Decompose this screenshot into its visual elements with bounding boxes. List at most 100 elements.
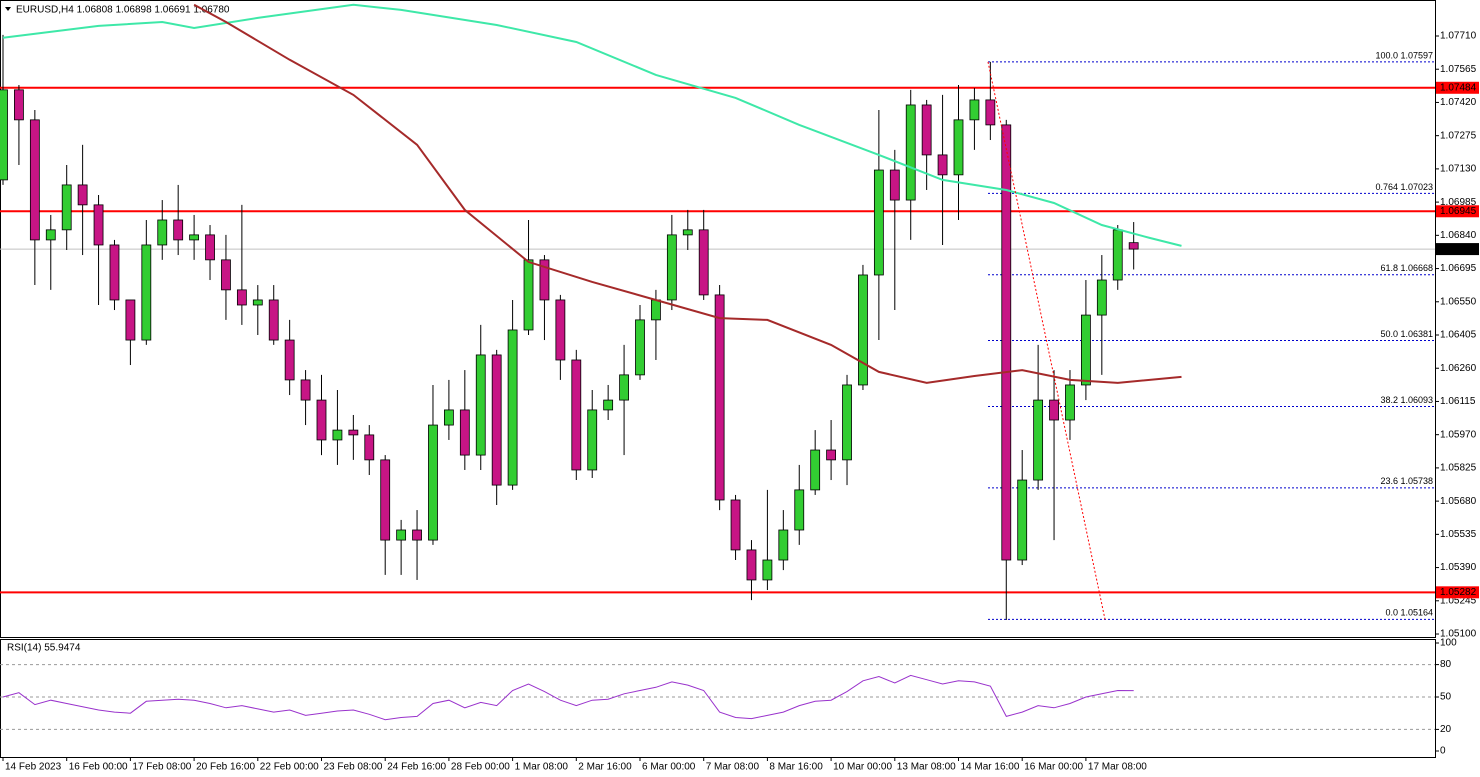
collapse-icon (5, 7, 11, 11)
x-tick-label: 17 Mar 08:00 (1088, 762, 1147, 773)
candle-body (14, 89, 24, 121)
candle-body (1033, 399, 1044, 481)
chart-title: EURUSD,H4 1.06808 1.06898 1.06691 1.0678… (16, 5, 230, 16)
candle-body (157, 219, 168, 246)
candle-body (1001, 124, 1012, 561)
rsi-tick-label: 0 (1440, 746, 1446, 757)
y-tick-label: 1.05680 (1440, 496, 1477, 507)
x-tick-label: 1 Mar 08:00 (515, 762, 569, 773)
candle-body (1017, 479, 1028, 561)
y-tick-label: 1.06985 (1440, 197, 1477, 208)
candle-body (953, 119, 964, 176)
candle-body (45, 229, 56, 241)
fib-label: 50.0 1.06381 (1380, 329, 1433, 339)
price-label: 1.06780 (1440, 244, 1477, 255)
level-label: 1.06945 (1440, 206, 1477, 217)
y-tick-label: 1.05390 (1440, 562, 1477, 573)
fib-trend-line (987, 61, 1106, 620)
candle-body (93, 204, 104, 246)
rsi-panel-frame (0, 639, 1436, 758)
level-label-box (1436, 205, 1479, 218)
candle-body (539, 259, 550, 301)
candle-body (61, 184, 72, 231)
candle-body (1049, 399, 1059, 421)
fib-label: 0.764 1.07023 (1375, 182, 1433, 192)
rsi-tick-label: 50 (1440, 692, 1452, 703)
candle-body (507, 329, 518, 486)
candle-body (794, 489, 805, 531)
fib-label: 38.2 1.06093 (1380, 395, 1433, 405)
x-tick-label: 2 Mar 16:00 (578, 762, 632, 773)
candle-body (1096, 279, 1107, 316)
rsi-tick-label: 100 (1440, 638, 1457, 649)
y-tick-label: 1.07130 (1440, 164, 1477, 175)
x-tick-label: 6 Mar 00:00 (642, 762, 696, 773)
candle-body (842, 384, 852, 461)
x-tick-label: 8 Mar 16:00 (769, 762, 823, 773)
candle-body (1065, 384, 1075, 421)
candle-body (491, 354, 502, 486)
y-tick-label: 1.06115 (1440, 396, 1476, 407)
candle-body (173, 219, 184, 241)
candle-body (810, 449, 821, 491)
x-tick-label: 14 Mar 16:00 (961, 762, 1020, 773)
y-tick-label: 1.07275 (1440, 130, 1477, 141)
candle-body (428, 424, 438, 541)
moving-average (193, 3, 1182, 384)
candle-body (682, 229, 693, 236)
price-label-box (1436, 243, 1479, 256)
candle-body (1081, 314, 1091, 386)
candle-body (587, 409, 598, 471)
candle-body (1112, 229, 1123, 281)
y-tick-label: 1.05825 (1440, 463, 1477, 474)
y-tick-label: 1.06260 (1440, 363, 1477, 374)
main-panel-frame (0, 0, 1436, 638)
rsi-title: RSI(14) 55.9474 (7, 643, 81, 654)
candle-body (603, 399, 614, 411)
candle-body (459, 409, 470, 456)
candle-body (969, 99, 980, 121)
y-tick-label: 1.07565 (1440, 64, 1477, 75)
candle-body (985, 99, 996, 126)
x-tick-label: 7 Mar 08:00 (706, 762, 760, 773)
candle-body (221, 259, 231, 291)
y-tick-label: 1.06695 (1440, 263, 1477, 274)
candle-body (762, 559, 773, 581)
moving-average (2, 3, 1182, 247)
y-tick-label: 1.05245 (1440, 595, 1477, 606)
candle-body (109, 244, 120, 301)
candle-body (205, 234, 215, 261)
candle-body (29, 119, 40, 241)
fib-label: 61.8 1.06668 (1380, 263, 1433, 273)
candle-body (873, 169, 884, 276)
y-tick-label: 1.06550 (1440, 296, 1477, 307)
candle-body (666, 234, 677, 301)
level-label-box (1436, 81, 1479, 94)
candle-body (141, 244, 152, 341)
rsi-tick-label: 20 (1440, 724, 1452, 735)
candle-body (619, 374, 629, 401)
candle-body (189, 234, 200, 241)
candle-body (125, 299, 136, 341)
candle-body (698, 229, 709, 296)
candle-body (475, 354, 486, 456)
fib-label: 100.0 1.07597 (1375, 50, 1433, 60)
candle-body (1128, 242, 1139, 250)
candle-body (571, 359, 582, 471)
candle-body (316, 399, 327, 441)
x-tick-label: 16 Feb 00:00 (69, 762, 128, 773)
candle-body (332, 429, 343, 441)
level-label: 1.05282 (1440, 587, 1477, 598)
candle-body (412, 529, 422, 541)
candle-body (746, 549, 757, 581)
y-tick-label: 1.05535 (1440, 529, 1477, 540)
level-label-box (1436, 586, 1479, 599)
candle-body (714, 294, 725, 501)
candle-body (236, 289, 247, 306)
x-tick-label: 14 Feb 2023 (5, 762, 62, 773)
candle-body (905, 104, 916, 201)
fib-label: 0.0 1.05164 (1385, 608, 1433, 618)
x-tick-label: 13 Mar 08:00 (897, 762, 956, 773)
